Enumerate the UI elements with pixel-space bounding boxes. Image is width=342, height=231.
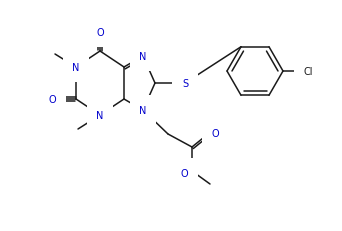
- Text: O: O: [180, 168, 188, 178]
- Text: N: N: [72, 63, 80, 73]
- Text: Cl: Cl: [303, 67, 313, 77]
- Text: N: N: [139, 106, 147, 116]
- Text: O: O: [48, 94, 56, 105]
- Text: O: O: [96, 28, 104, 38]
- Text: N: N: [96, 110, 104, 121]
- Text: S: S: [182, 79, 188, 89]
- Text: N: N: [139, 52, 147, 62]
- Text: O: O: [212, 128, 220, 138]
